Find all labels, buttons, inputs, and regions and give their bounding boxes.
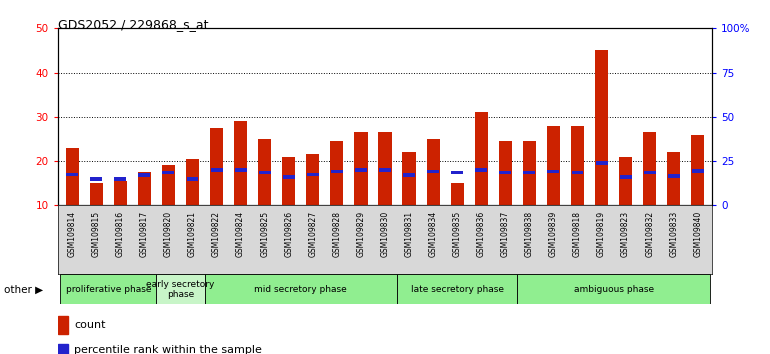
Bar [378,132,392,205]
Text: GSM109829: GSM109829 [357,211,366,257]
Text: GSM109822: GSM109822 [212,211,221,257]
Text: GSM109819: GSM109819 [597,211,606,257]
Text: GSM109834: GSM109834 [429,211,437,257]
Bar [162,171,174,175]
Bar [331,170,343,173]
Text: other ▶: other ▶ [4,284,43,295]
Text: GSM109827: GSM109827 [308,211,317,257]
Bar [60,274,156,304]
Bar [571,171,584,175]
Bar [643,132,656,205]
Text: GSM109840: GSM109840 [693,211,702,257]
Text: GSM109826: GSM109826 [284,211,293,257]
Text: GSM109824: GSM109824 [236,211,245,257]
Bar [114,181,127,205]
Bar [282,156,296,205]
Bar [205,274,397,304]
Bar [65,148,79,205]
Text: GSM109838: GSM109838 [525,211,534,257]
Bar [619,156,632,205]
Bar [162,166,175,205]
Bar [283,175,295,179]
Bar [258,139,271,205]
Text: GSM109817: GSM109817 [140,211,149,257]
Bar [89,183,103,205]
Text: GSM109820: GSM109820 [164,211,173,257]
Text: GSM109821: GSM109821 [188,211,197,257]
Bar [644,171,655,175]
Bar [355,168,367,172]
Text: GSM109839: GSM109839 [549,211,558,257]
Bar [595,51,608,205]
Bar [234,121,247,205]
Text: GSM109816: GSM109816 [116,211,125,257]
Bar [524,171,535,175]
Text: GSM109836: GSM109836 [477,211,486,257]
Text: proliferative phase: proliferative phase [65,285,151,294]
Bar [517,274,710,304]
Bar [379,168,391,172]
Text: GSM109831: GSM109831 [404,211,413,257]
Bar [259,171,270,175]
Bar [138,172,151,205]
Bar [547,170,559,173]
Bar [66,173,78,176]
Bar [547,126,560,205]
Bar [403,152,416,205]
Bar [156,274,205,304]
Bar [668,175,680,178]
Text: GSM109818: GSM109818 [573,211,582,257]
Bar [450,183,464,205]
Bar [475,168,487,172]
Text: late secretory phase: late secretory phase [410,285,504,294]
Bar [58,344,68,354]
Text: GSM109835: GSM109835 [453,211,462,257]
Text: GDS2052 / 229868_s_at: GDS2052 / 229868_s_at [58,18,208,31]
Bar [523,141,536,205]
Bar [596,161,608,165]
Bar [474,113,488,205]
Bar [692,169,704,172]
Text: count: count [74,320,105,330]
Text: GSM109825: GSM109825 [260,211,269,257]
Bar [90,177,102,181]
Text: early secretory
phase: early secretory phase [146,280,215,299]
Bar [115,177,126,181]
Bar [691,135,705,205]
Bar [330,141,343,205]
Bar [403,173,415,177]
Bar [451,171,463,175]
Bar [307,173,319,176]
Bar [306,154,320,205]
Bar [667,152,681,205]
Bar [571,126,584,205]
Bar [58,316,68,334]
Bar [620,175,631,179]
Bar [499,141,512,205]
Bar [235,168,246,172]
Bar [186,159,199,205]
Bar [211,168,223,172]
Text: percentile rank within the sample: percentile rank within the sample [74,345,262,354]
Bar [397,274,517,304]
Text: GSM109823: GSM109823 [621,211,630,257]
Bar [354,132,367,205]
Bar [210,128,223,205]
Text: GSM109828: GSM109828 [333,211,341,257]
Text: GSM109833: GSM109833 [669,211,678,257]
Text: GSM109815: GSM109815 [92,211,101,257]
Text: GSM109814: GSM109814 [68,211,77,257]
Text: ambiguous phase: ambiguous phase [574,285,654,294]
Text: GSM109832: GSM109832 [645,211,654,257]
Bar [427,139,440,205]
Bar [139,173,150,177]
Bar [427,170,439,173]
Text: mid secretory phase: mid secretory phase [254,285,347,294]
Text: GSM109830: GSM109830 [380,211,390,257]
Text: GSM109837: GSM109837 [500,211,510,257]
Bar [500,171,511,175]
Bar [186,177,199,181]
